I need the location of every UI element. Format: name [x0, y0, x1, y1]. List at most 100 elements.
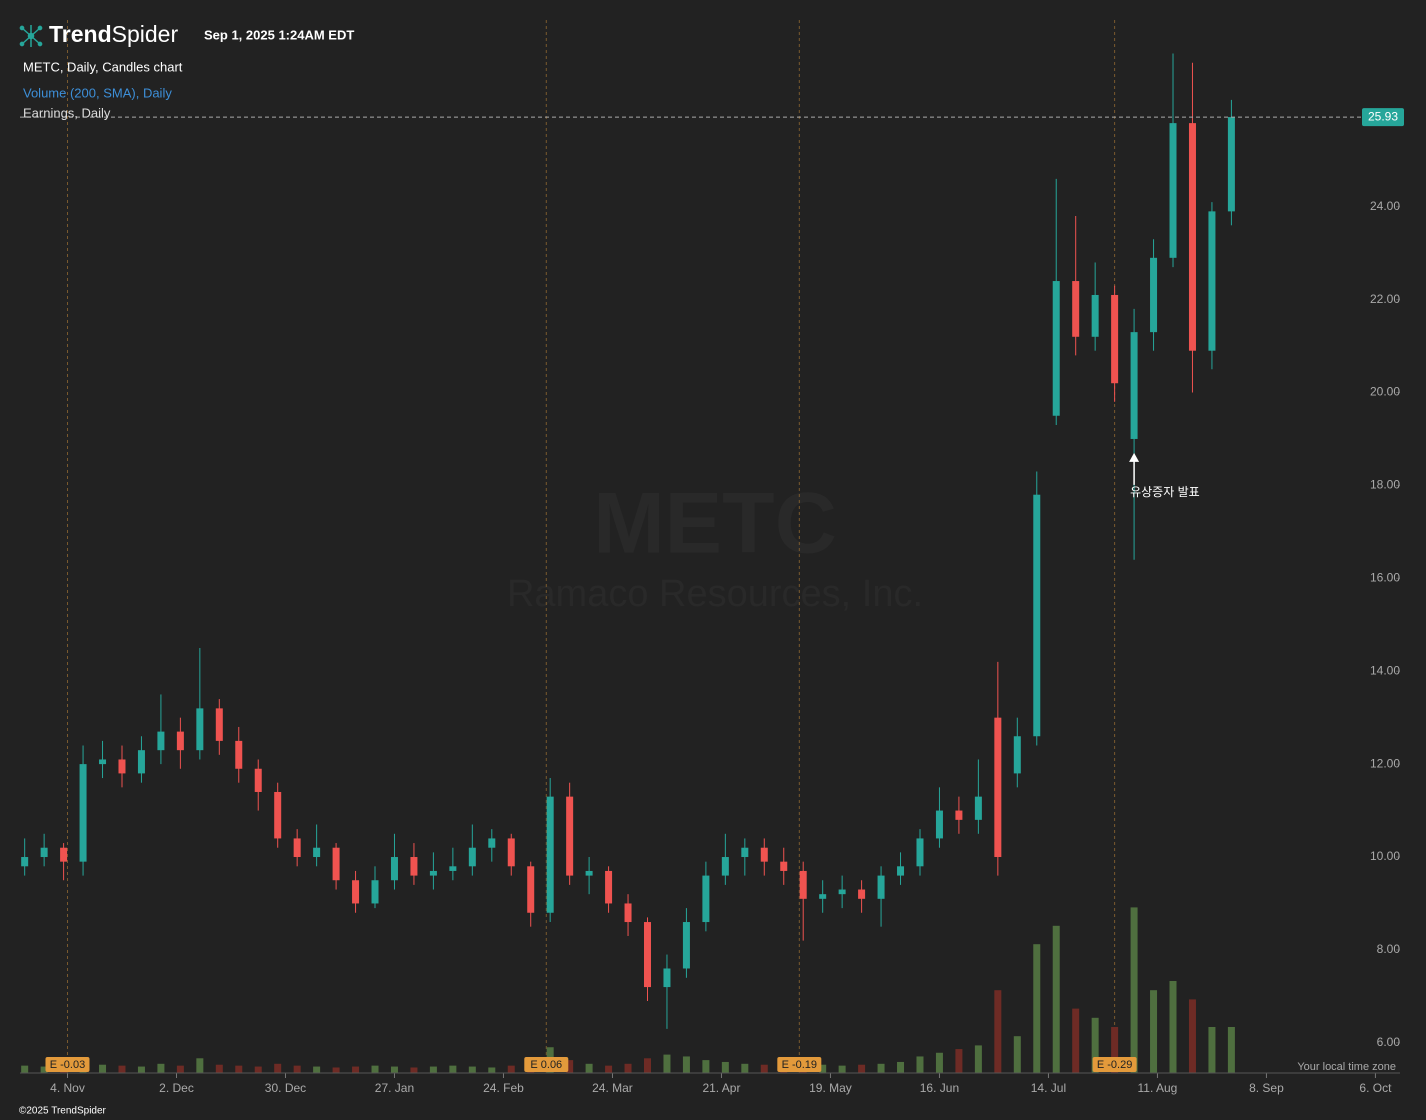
- candle-body: [955, 810, 963, 820]
- candle-body: [196, 708, 204, 751]
- earnings-label: E -0.19: [782, 1059, 817, 1071]
- candle-body: [21, 857, 29, 867]
- legend-volume[interactable]: Volume (200, SMA), Daily: [23, 85, 172, 100]
- candle-body: [352, 880, 360, 904]
- candle-body: [429, 870, 437, 876]
- candle-body: [254, 768, 262, 792]
- earnings-badge: [777, 1057, 822, 1072]
- candle-body: [1208, 211, 1216, 351]
- brand-light: Spider: [112, 21, 179, 47]
- volume-bar: [974, 1045, 982, 1073]
- earnings-marker[interactable]: E -0.19: [777, 1057, 822, 1072]
- last-price-tag: [1362, 108, 1404, 127]
- candle-body: [1188, 123, 1196, 351]
- candle-body: [1150, 257, 1158, 333]
- volume-bar: [1188, 999, 1196, 1073]
- watermark-company: Ramaco Resources, Inc.: [507, 573, 923, 615]
- volume-bar: [99, 1064, 107, 1073]
- volume-bar: [40, 1066, 48, 1073]
- earnings-badge: [524, 1057, 569, 1072]
- volume-bar: [702, 1060, 710, 1073]
- x-tick-label: 30. Dec: [265, 1081, 306, 1095]
- annotation-text: 유상증자 발표: [1130, 485, 1200, 499]
- candle-body: [468, 847, 476, 867]
- volume-bar: [877, 1063, 885, 1073]
- candle-body: [1091, 294, 1099, 337]
- brand-logo[interactable]: TrendSpider: [19, 21, 179, 47]
- volume-bar: [624, 1063, 632, 1073]
- volume-bar: [1208, 1027, 1216, 1073]
- candle-body: [293, 838, 301, 858]
- earnings-badge: [45, 1057, 90, 1072]
- volume-bar: [819, 1064, 827, 1073]
- volume-bar: [215, 1064, 223, 1073]
- volume-bar: [1052, 925, 1060, 1073]
- volume-bar: [293, 1065, 301, 1073]
- x-tick-label: 24. Mar: [592, 1081, 633, 1095]
- legend-main[interactable]: METC, Daily, Candles chart: [23, 59, 183, 74]
- volume-bar: [838, 1065, 846, 1073]
- legend-earnings[interactable]: Earnings, Daily: [23, 105, 111, 120]
- candle-body: [682, 922, 690, 969]
- candle-body: [624, 903, 632, 923]
- earnings-label: E -0.29: [1097, 1059, 1132, 1071]
- candle-body: [974, 796, 982, 820]
- y-tick-label: 16.00: [1370, 570, 1400, 584]
- candle-body: [137, 750, 145, 774]
- x-tick-label: 16. Jun: [920, 1081, 959, 1095]
- x-tick-label: 8. Sep: [1249, 1081, 1284, 1095]
- candle-body: [215, 708, 223, 741]
- x-tick-label: 19. May: [809, 1081, 852, 1095]
- volume-bar: [429, 1066, 437, 1073]
- volume-bar: [468, 1066, 476, 1073]
- candle-body: [897, 866, 905, 876]
- candle-body: [313, 847, 321, 858]
- candle-body: [819, 894, 827, 899]
- watermark-symbol: METC: [593, 476, 837, 572]
- candle-body: [760, 847, 768, 862]
- x-tick-label: 24. Feb: [483, 1081, 524, 1095]
- candle-body: [702, 875, 710, 923]
- volume-bar: [488, 1067, 496, 1073]
- volume-bar: [137, 1066, 145, 1073]
- candle-body: [585, 870, 593, 876]
- candle-body: [994, 717, 1002, 858]
- volume-bar: [332, 1067, 340, 1073]
- candle-body: [605, 870, 613, 904]
- x-tick-label: 21. Apr: [702, 1081, 740, 1095]
- candle-body: [663, 968, 671, 988]
- earnings-label: E 0.06: [530, 1059, 562, 1071]
- y-tick-label: 6.00: [1377, 1035, 1401, 1049]
- candle-body: [99, 759, 107, 765]
- earnings-marker[interactable]: E -0.29: [1092, 1057, 1137, 1072]
- volume-bar: [235, 1065, 243, 1073]
- candle-body: [390, 857, 398, 881]
- volume-bar: [585, 1063, 593, 1073]
- volume-bar: [118, 1065, 126, 1073]
- candle-body: [935, 810, 943, 839]
- volume-bar: [196, 1058, 204, 1073]
- volume-bar: [1227, 1027, 1235, 1073]
- volume-bar: [663, 1054, 671, 1073]
- candle-body: [799, 870, 807, 899]
- candle-body: [1169, 123, 1177, 258]
- earnings-marker[interactable]: E -0.03: [45, 1057, 90, 1072]
- watermark: METC Ramaco Resources, Inc.: [507, 476, 923, 615]
- candle-body: [1130, 332, 1138, 439]
- y-tick-label: 10.00: [1370, 849, 1400, 863]
- candle-body: [371, 880, 379, 904]
- volume-bar: [994, 990, 1002, 1073]
- candle-body: [566, 796, 574, 876]
- volume-bar: [760, 1064, 768, 1073]
- candle-body: [546, 796, 554, 913]
- y-tick-label: 18.00: [1370, 478, 1400, 492]
- earnings-marker[interactable]: E 0.06: [524, 1057, 569, 1072]
- volume-bar: [605, 1065, 613, 1073]
- earnings-badge: [1092, 1057, 1137, 1072]
- candle-body: [858, 889, 866, 899]
- timestamp: Sep 1, 2025 1:24AM EDT: [204, 27, 354, 42]
- volume-bar: [1130, 907, 1138, 1073]
- volume-bar: [390, 1066, 398, 1073]
